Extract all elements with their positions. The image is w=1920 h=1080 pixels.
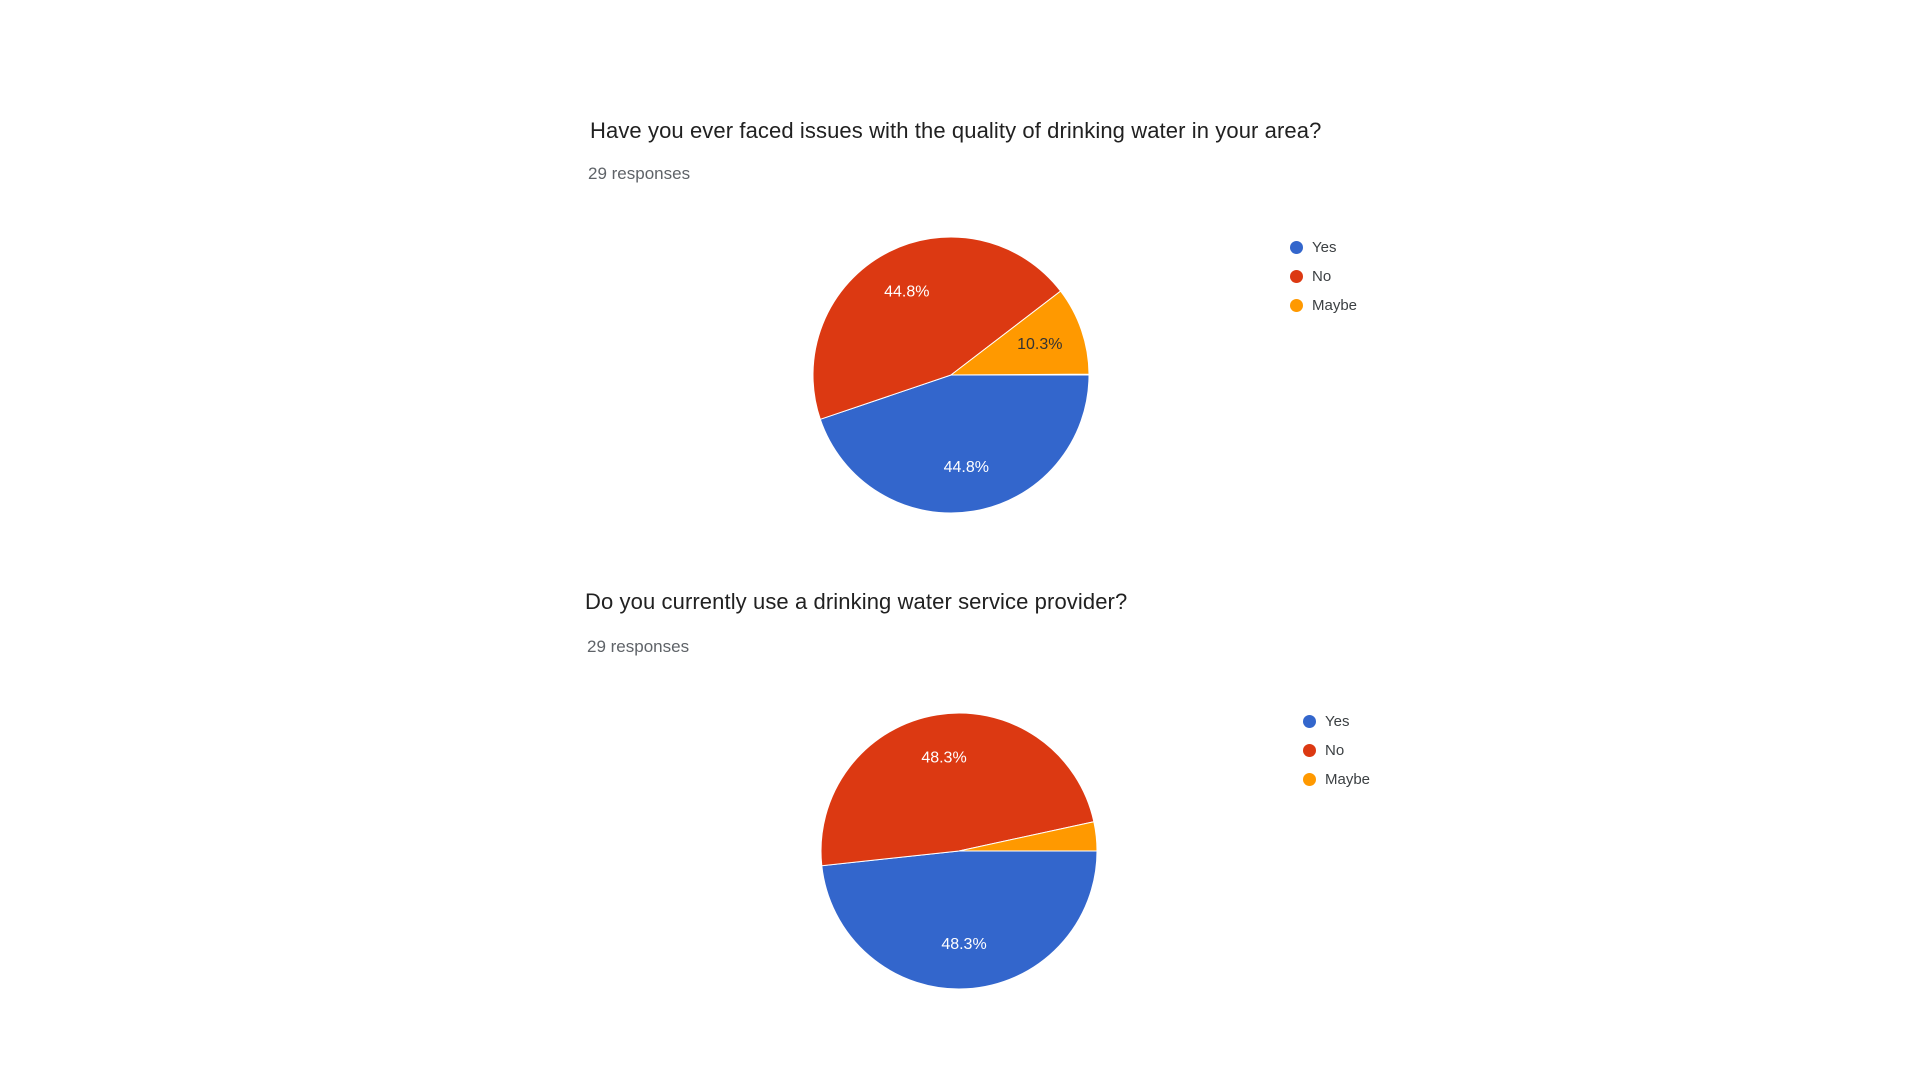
- legend-item-yes: Yes: [1303, 707, 1370, 736]
- legend-dot-no: [1290, 270, 1303, 283]
- chart-legend: Yes No Maybe: [1303, 707, 1370, 794]
- legend-label: Maybe: [1312, 297, 1358, 314]
- pie-slice-no[interactable]: [812, 236, 1062, 420]
- responses-count: 29 responses: [588, 164, 691, 183]
- pie-slice-percentage-label: 48.3%: [941, 936, 986, 953]
- legend-dot-maybe: [1290, 299, 1303, 312]
- pie-slice-percentage-label: 10.3%: [1017, 336, 1062, 353]
- legend-dot-yes: [1290, 241, 1303, 254]
- legend-item-maybe: Maybe: [1303, 765, 1370, 794]
- legend-label: Maybe: [1325, 771, 1371, 788]
- pie-chart-water-quality-issues: 44.8% 44.8% 10.3%: [812, 236, 1090, 514]
- pie-slice-maybe[interactable]: [949, 290, 1090, 376]
- question-title: Do you currently use a drinking water se…: [585, 589, 1128, 614]
- legend-dot-maybe: [1303, 773, 1316, 786]
- legend-item-no: No: [1290, 262, 1357, 291]
- responses-count: 29 responses: [587, 637, 690, 656]
- question-title: Have you ever faced issues with the qual…: [590, 118, 1322, 143]
- legend-item-maybe: Maybe: [1290, 291, 1357, 320]
- pie-slice-percentage-label: 44.8%: [944, 459, 989, 476]
- pie-slice-yes[interactable]: [821, 850, 1098, 990]
- legend-label: No: [1312, 268, 1332, 285]
- pie-slice-yes[interactable]: [819, 374, 1090, 514]
- pie-slice-no[interactable]: [820, 712, 1095, 867]
- legend-label: Yes: [1325, 713, 1350, 730]
- pie-slice-percentage-label: 44.8%: [884, 283, 929, 300]
- pie-slice-percentage-label: 48.3%: [921, 750, 966, 767]
- legend-label: No: [1325, 742, 1345, 759]
- pie-chart-service-provider-usage: 48.3% 48.3%: [820, 712, 1098, 990]
- pie-slice-maybe[interactable]: [958, 821, 1098, 852]
- legend-dot-no: [1303, 744, 1316, 757]
- legend-item-no: No: [1303, 736, 1370, 765]
- legend-label: Yes: [1312, 239, 1337, 256]
- chart-legend: Yes No Maybe: [1290, 233, 1357, 320]
- legend-item-yes: Yes: [1290, 233, 1357, 262]
- legend-dot-yes: [1303, 715, 1316, 728]
